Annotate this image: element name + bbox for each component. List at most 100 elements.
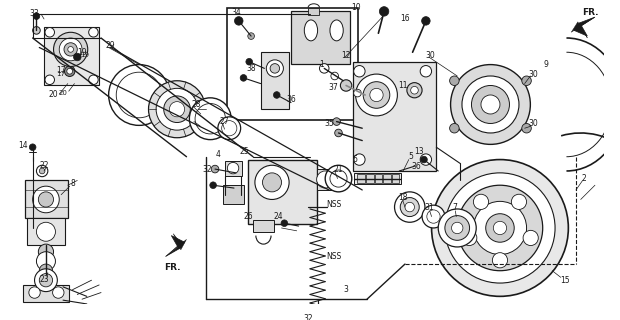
Circle shape bbox=[445, 173, 555, 283]
Text: 32: 32 bbox=[303, 314, 313, 320]
Bar bbox=[23, 285, 69, 302]
Circle shape bbox=[410, 86, 418, 94]
Bar bbox=[44, 27, 99, 85]
Text: 27: 27 bbox=[219, 117, 229, 126]
Text: FR.: FR. bbox=[582, 8, 598, 17]
Text: 30: 30 bbox=[528, 69, 538, 79]
Bar bbox=[223, 185, 244, 204]
Circle shape bbox=[116, 72, 162, 118]
Circle shape bbox=[37, 222, 55, 241]
Ellipse shape bbox=[304, 20, 317, 41]
Circle shape bbox=[33, 13, 40, 20]
Circle shape bbox=[45, 75, 55, 84]
Circle shape bbox=[228, 163, 239, 174]
Circle shape bbox=[38, 192, 53, 207]
Circle shape bbox=[39, 264, 53, 277]
Circle shape bbox=[195, 104, 226, 134]
Circle shape bbox=[420, 154, 432, 165]
Text: 10: 10 bbox=[351, 3, 360, 12]
Text: 16: 16 bbox=[400, 14, 410, 23]
Circle shape bbox=[189, 98, 231, 140]
Circle shape bbox=[522, 124, 531, 133]
Text: 33: 33 bbox=[30, 9, 40, 18]
Circle shape bbox=[248, 33, 254, 39]
Circle shape bbox=[255, 165, 289, 199]
Circle shape bbox=[60, 38, 82, 61]
Circle shape bbox=[471, 85, 510, 124]
Polygon shape bbox=[166, 234, 187, 256]
Circle shape bbox=[432, 160, 569, 296]
Bar bbox=[25, 180, 68, 219]
Circle shape bbox=[401, 197, 419, 217]
Circle shape bbox=[53, 32, 88, 67]
Circle shape bbox=[240, 75, 247, 81]
Text: 36: 36 bbox=[286, 95, 296, 104]
Circle shape bbox=[353, 66, 365, 77]
Circle shape bbox=[74, 53, 81, 61]
Text: 34: 34 bbox=[231, 8, 241, 17]
Circle shape bbox=[149, 81, 205, 138]
Text: 2: 2 bbox=[581, 174, 586, 183]
Bar bbox=[260, 52, 289, 109]
Circle shape bbox=[420, 66, 432, 77]
Circle shape bbox=[64, 66, 75, 76]
Bar bbox=[228, 8, 358, 120]
Polygon shape bbox=[571, 17, 595, 38]
Bar bbox=[291, 12, 350, 64]
Bar bbox=[27, 219, 65, 245]
Circle shape bbox=[422, 205, 445, 228]
Text: 23: 23 bbox=[39, 275, 49, 284]
Text: 13: 13 bbox=[414, 148, 424, 156]
Circle shape bbox=[267, 60, 283, 77]
Circle shape bbox=[445, 216, 469, 240]
Circle shape bbox=[474, 194, 489, 209]
Circle shape bbox=[234, 17, 243, 25]
Circle shape bbox=[422, 17, 430, 25]
Circle shape bbox=[37, 252, 55, 271]
Text: 36: 36 bbox=[412, 162, 421, 171]
Circle shape bbox=[89, 75, 98, 84]
Polygon shape bbox=[574, 23, 587, 36]
Circle shape bbox=[353, 154, 365, 165]
Circle shape bbox=[273, 92, 280, 98]
Circle shape bbox=[29, 144, 36, 150]
Circle shape bbox=[379, 7, 389, 16]
Text: 12: 12 bbox=[342, 51, 351, 60]
Polygon shape bbox=[574, 17, 595, 30]
Circle shape bbox=[494, 221, 507, 235]
Text: 17: 17 bbox=[56, 71, 66, 77]
Text: 3: 3 bbox=[343, 285, 348, 294]
Text: 15: 15 bbox=[560, 276, 569, 285]
Bar bbox=[189, 103, 197, 110]
Bar bbox=[224, 162, 242, 176]
Circle shape bbox=[281, 220, 288, 227]
Circle shape bbox=[313, 313, 322, 320]
Polygon shape bbox=[171, 236, 185, 249]
Circle shape bbox=[370, 88, 383, 102]
Text: 38: 38 bbox=[246, 64, 256, 73]
Text: 18: 18 bbox=[398, 193, 408, 202]
Text: 4: 4 bbox=[215, 150, 220, 159]
Circle shape bbox=[37, 165, 48, 177]
Circle shape bbox=[450, 124, 459, 133]
Text: 5: 5 bbox=[408, 152, 413, 161]
Bar bbox=[383, 174, 391, 183]
Text: 6: 6 bbox=[352, 155, 357, 164]
Text: 17: 17 bbox=[56, 66, 66, 75]
Text: FR.: FR. bbox=[164, 263, 180, 272]
Text: 14: 14 bbox=[19, 141, 28, 150]
Circle shape bbox=[35, 269, 57, 292]
Polygon shape bbox=[166, 242, 185, 256]
Bar bbox=[308, 8, 319, 15]
Circle shape bbox=[481, 95, 500, 114]
Circle shape bbox=[68, 46, 74, 52]
Circle shape bbox=[64, 43, 78, 56]
Circle shape bbox=[39, 168, 45, 174]
Bar bbox=[353, 62, 436, 171]
Bar bbox=[317, 169, 334, 190]
Circle shape bbox=[317, 171, 334, 188]
Circle shape bbox=[29, 287, 40, 298]
Circle shape bbox=[211, 165, 219, 173]
Text: 37: 37 bbox=[329, 83, 339, 92]
Text: 9: 9 bbox=[543, 60, 548, 69]
